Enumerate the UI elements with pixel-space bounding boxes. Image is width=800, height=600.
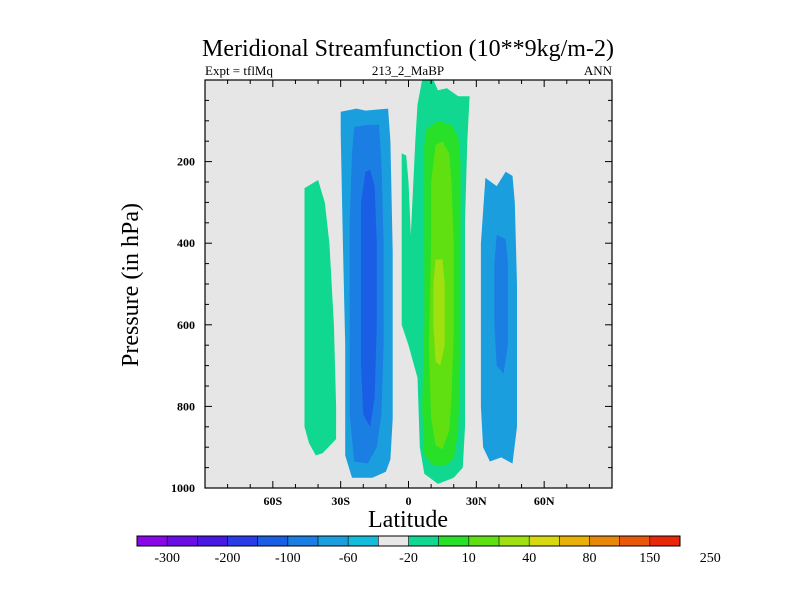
colorbar-label: 150 bbox=[639, 551, 660, 566]
y-axis-label: Pressure (in hPa) bbox=[118, 203, 144, 367]
colorbar-swatch bbox=[589, 536, 620, 546]
colorbar-swatch bbox=[348, 536, 379, 546]
colorbar-swatch bbox=[619, 536, 651, 546]
colorbar-swatch bbox=[257, 536, 289, 546]
x-tick-label: 60S bbox=[263, 494, 282, 508]
x-tick-label: 0 bbox=[406, 494, 412, 508]
chart-subtitle-left: Expt = tflMq bbox=[205, 63, 273, 78]
colorbar-swatch bbox=[499, 536, 530, 546]
colorbar-swatch bbox=[378, 536, 409, 546]
sh-outer-positive-cell bbox=[304, 180, 337, 456]
y-tick-label: 400 bbox=[177, 236, 195, 250]
y-tick-label: 800 bbox=[177, 399, 195, 413]
colorbar-swatch bbox=[197, 536, 228, 546]
nh-ferrel-negative-cell bbox=[480, 171, 517, 464]
colorbar-swatch bbox=[649, 536, 681, 546]
contour-fill-level--100 bbox=[361, 169, 377, 427]
contour-fill-level--60 bbox=[494, 235, 508, 374]
colorbar-swatch bbox=[438, 536, 470, 546]
colorbar-label: 80 bbox=[583, 551, 597, 566]
colorbar-swatch bbox=[227, 536, 258, 546]
y-tick-label: 1000 bbox=[171, 481, 195, 495]
colorbar: -300 -200 -100 -60 -20 10 40 80 150 250 bbox=[136, 535, 721, 566]
colorbar-label: -300 bbox=[154, 551, 180, 566]
colorbar-label: -20 bbox=[399, 551, 418, 566]
chart-subtitle-center: 213_2_MaBP bbox=[372, 63, 444, 78]
colorbar-swatch bbox=[167, 536, 198, 546]
colorbar-label: 10 bbox=[462, 551, 476, 566]
chart-title: Meridional Streamfunction (10**9kg/m-2) bbox=[202, 36, 614, 62]
colorbar-label: -200 bbox=[215, 551, 241, 566]
colorbar-label: -100 bbox=[275, 551, 301, 566]
y-tick-label: 200 bbox=[177, 155, 195, 169]
x-axis-label: Latitude bbox=[368, 507, 448, 533]
axis-ticks: 60S 30S 0 30N 60N 200 400 600 800 1000 bbox=[171, 80, 612, 508]
colorbar-swatch bbox=[318, 536, 349, 546]
contour-layer bbox=[304, 80, 517, 484]
x-tick-label: 30N bbox=[466, 494, 487, 508]
x-tick-label: 60N bbox=[534, 494, 555, 508]
colorbar-swatch bbox=[137, 536, 168, 546]
sh-ferrel-negative-cell bbox=[340, 108, 393, 478]
colorbar-swatch bbox=[408, 536, 439, 546]
colorbar-swatch bbox=[468, 536, 500, 546]
contour-fill-sh-outer-positive-cell bbox=[304, 180, 337, 456]
x-tick-label: 30S bbox=[331, 494, 350, 508]
cross-equatorial-hadley-cell bbox=[401, 80, 470, 484]
colorbar-label: 40 bbox=[522, 551, 536, 566]
y-tick-label: 600 bbox=[177, 318, 195, 332]
contour-fill-level-150 bbox=[433, 259, 445, 366]
colorbar-swatch bbox=[287, 536, 319, 546]
colorbar-label: 250 bbox=[700, 551, 721, 566]
chart-subtitle-right: ANN bbox=[584, 63, 613, 78]
colorbar-swatch bbox=[529, 536, 560, 546]
colorbar-label: -60 bbox=[339, 551, 358, 566]
colorbar-swatch bbox=[559, 536, 590, 546]
